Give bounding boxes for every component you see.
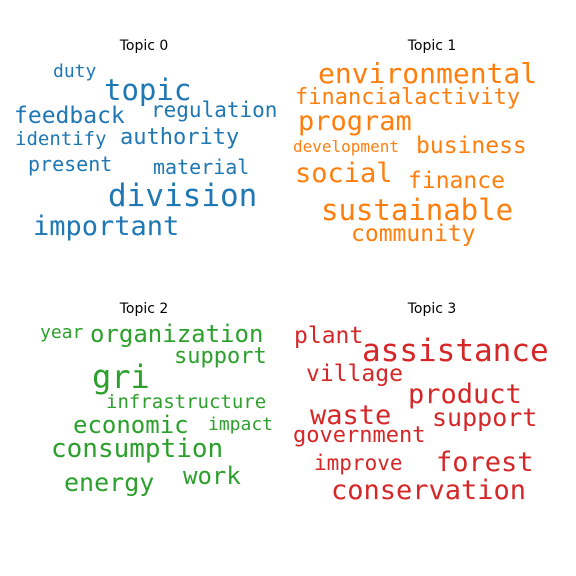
word-development: development [293, 137, 399, 156]
word-material: material [153, 155, 250, 179]
word-present: present [28, 152, 113, 176]
word-social: social [295, 158, 393, 189]
word-identify: identify [15, 128, 107, 150]
word-regulation: regulation [151, 98, 278, 122]
word-economic: economic [73, 411, 189, 439]
word-product: product [408, 379, 522, 410]
word-program: program [298, 106, 412, 137]
word-topic: topic [104, 73, 192, 107]
topic-1-title: Topic 1 [407, 38, 457, 54]
word-energy: energy [64, 468, 155, 497]
word-village: village [306, 361, 403, 387]
word-gri: gri [92, 358, 150, 396]
topic-0-panel: Topic 0 topic division important feedbac… [0, 0, 288, 288]
topic-0-title: Topic 0 [119, 38, 169, 54]
word-infrastructure: infrastructure [106, 391, 267, 413]
word-sustainable: sustainable [321, 193, 514, 227]
word-finance: finance [408, 168, 505, 194]
word-government: government [293, 423, 426, 448]
topic-1-panel: Topic 1 sustainable environmental progra… [288, 0, 576, 288]
word-community: community [351, 221, 476, 247]
word-duty: duty [53, 61, 97, 82]
word-business: business [416, 133, 527, 159]
topic-2-panel: Topic 2 gri consumption organization eco… [0, 263, 288, 551]
word-waste: waste [310, 400, 392, 431]
word-improve: improve [314, 451, 403, 475]
word-authority: authority [120, 125, 240, 150]
word-conservation: conservation [331, 475, 527, 506]
word-year: year [40, 322, 84, 343]
word-plant: plant [294, 323, 364, 349]
word-impact: impact [208, 414, 274, 435]
word-feedback: feedback [14, 103, 125, 129]
word-financialactivity: financialactivity [295, 85, 521, 110]
word-division: division [108, 178, 258, 214]
word-work: work [183, 462, 241, 490]
word-support: support [174, 344, 267, 369]
word-consumption: consumption [51, 434, 224, 464]
word-support-3: support [432, 403, 538, 432]
word-assistance: assistance [362, 333, 549, 369]
word-organization: organization [90, 320, 264, 348]
topic-3-panel: Topic 3 assistance conservation forest w… [288, 263, 576, 551]
topic-2-title: Topic 2 [119, 301, 169, 317]
word-important: important [33, 211, 180, 242]
word-environmental: environmental [318, 57, 538, 90]
word-forest: forest [436, 447, 534, 478]
topic-3-title: Topic 3 [407, 301, 457, 317]
